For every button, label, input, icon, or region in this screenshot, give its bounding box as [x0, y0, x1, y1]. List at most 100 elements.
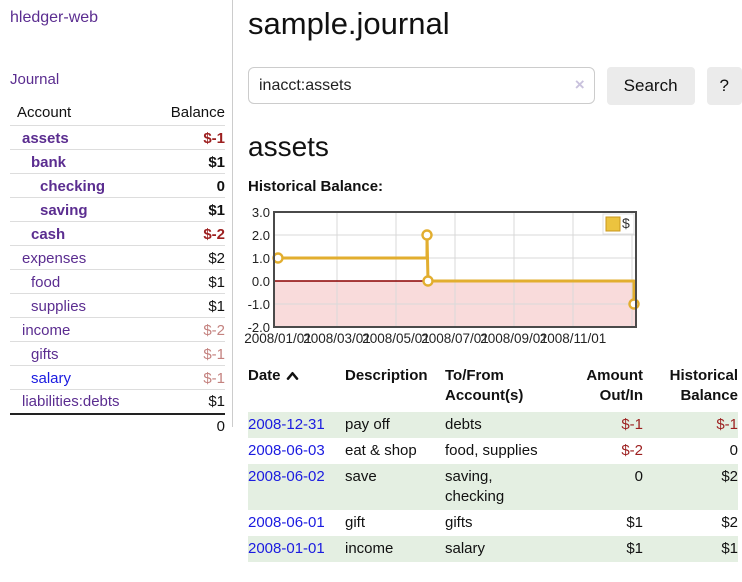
account-link-cash[interactable]: cash: [31, 225, 66, 243]
account-link-expenses[interactable]: expenses: [22, 249, 87, 267]
account-row-income: income $-2: [10, 317, 225, 342]
accounts-total-row: 0: [10, 412, 225, 438]
sidebar-item-journal[interactable]: Journal: [10, 71, 60, 88]
legend-label: $: [622, 215, 630, 231]
account-row-checking: checking 0: [10, 173, 225, 198]
accounts-total-value: 0: [153, 412, 225, 438]
account-link-liabilities-debts[interactable]: liabilities:debts: [22, 393, 120, 411]
account-balance: $1: [153, 269, 225, 294]
header-amount: Amount Out/In: [586, 366, 643, 404]
account-row-gifts: gifts $-1: [10, 341, 225, 366]
account-balance: $-1: [153, 341, 225, 366]
account-link-checking[interactable]: checking: [40, 177, 106, 195]
transaction-row: 2008-06-01 gift gifts $1 $2: [248, 510, 738, 536]
svg-text:0.0: 0.0: [252, 274, 270, 289]
app-brand-link[interactable]: hledger-web: [10, 9, 99, 26]
account-link-saving[interactable]: saving: [40, 201, 88, 219]
svg-text:-2.0: -2.0: [248, 320, 270, 335]
transactions-table: Date Description To/From Account(s) Amou…: [248, 364, 738, 562]
sort-ascending-icon: [286, 371, 298, 380]
legend-swatch: [605, 216, 621, 232]
svg-text:2008/11/01: 2008/11/01: [540, 331, 607, 346]
transaction-date-link[interactable]: 2008-01-01: [248, 539, 325, 557]
transaction-balance: $-1: [716, 415, 738, 433]
transactions-header-row: Date Description To/From Account(s) Amou…: [248, 364, 738, 412]
historical-balance-chart: $ 3.0 2.0 1.0 0.0 -1.0 -2.0 2008/01/01 2…: [244, 204, 742, 354]
help-button[interactable]: ?: [706, 66, 742, 105]
search-form: × Search ?: [248, 66, 742, 105]
account-balance: 0: [153, 173, 225, 198]
svg-text:2.0: 2.0: [252, 228, 270, 243]
sidebar: hledger-web Journal Account Balance asse…: [0, 0, 232, 438]
account-row-saving: saving $1: [10, 197, 225, 222]
chart-legend: $: [602, 213, 635, 235]
account-balance: $-2: [153, 221, 225, 246]
account-balance: $1: [153, 149, 225, 174]
account-balance: $1: [153, 389, 225, 414]
account-link-income[interactable]: income: [22, 321, 71, 339]
svg-text:2008/03/01: 2008/03/01: [303, 331, 371, 346]
header-date-label: Date: [248, 366, 281, 384]
account-balance: $2: [153, 245, 225, 270]
transaction-row: 2008-01-01 income salary $1 $1: [248, 535, 738, 562]
svg-text:-1.0: -1.0: [248, 297, 270, 312]
transaction-balance: 0: [729, 441, 738, 459]
account-row-salary: salary $-1: [10, 365, 225, 390]
account-row-cash: cash $-2: [10, 221, 225, 246]
account-link-supplies[interactable]: supplies: [31, 297, 87, 315]
transaction-date-link[interactable]: 2008-12-31: [248, 415, 325, 433]
transaction-amount: $-1: [621, 415, 643, 433]
account-link-bank[interactable]: bank: [31, 153, 67, 171]
account-row-bank: bank $1: [10, 149, 225, 174]
account-heading: assets: [248, 130, 329, 162]
transaction-amount: $1: [626, 513, 643, 531]
transaction-amount: $1: [626, 539, 643, 557]
account-link-gifts[interactable]: gifts: [31, 345, 59, 363]
account-row-assets: assets $-1: [10, 125, 225, 150]
transaction-accounts: debts: [445, 415, 482, 433]
account-balance: $1: [153, 293, 225, 318]
transaction-date-link[interactable]: 2008-06-03: [248, 441, 325, 459]
account-row-supplies: supplies $1: [10, 293, 225, 318]
clear-search-icon[interactable]: ×: [574, 75, 585, 95]
transaction-accounts: gifts: [445, 513, 473, 531]
account-balance: $-1: [153, 365, 225, 390]
historical-balance-label: Historical Balance:: [248, 177, 384, 195]
search-input-wrap: ×: [248, 67, 595, 105]
search-button[interactable]: Search: [606, 66, 695, 105]
search-input[interactable]: [248, 67, 595, 105]
svg-text:2008/01/01: 2008/01/01: [244, 331, 312, 346]
svg-text:2008/05/01: 2008/05/01: [362, 331, 430, 346]
transaction-amount: 0: [634, 467, 643, 485]
transaction-description: pay off: [345, 415, 390, 433]
x-axis-labels: 2008/01/01 2008/03/01 2008/05/01 2008/07…: [244, 331, 606, 346]
account-link-assets[interactable]: assets: [22, 129, 69, 147]
account-balance: $1: [153, 197, 225, 222]
account-link-salary[interactable]: salary: [31, 369, 72, 387]
account-link-food[interactable]: food: [31, 273, 61, 291]
svg-text:1.0: 1.0: [252, 251, 270, 266]
account-row-food: food $1: [10, 269, 225, 294]
accounts-header-balance: Balance: [170, 104, 225, 121]
transaction-description: save: [345, 467, 377, 485]
header-balance: Historical Balance: [669, 366, 738, 404]
transaction-accounts: food, supplies: [445, 441, 538, 459]
main-content: sample.journal × Search ? assets Histori…: [244, 0, 742, 562]
header-description: Description: [345, 366, 428, 384]
transaction-date-link[interactable]: 2008-06-02: [248, 467, 325, 485]
svg-text:3.0: 3.0: [252, 205, 270, 220]
chart-svg: $ 3.0 2.0 1.0 0.0 -1.0 -2.0 2008/01/01 2…: [244, 205, 640, 346]
accounts-header-row: Account Balance: [10, 102, 225, 126]
accounts-table: Account Balance assets $-1 bank $1 check…: [10, 102, 225, 438]
transaction-balance: $2: [721, 467, 738, 485]
transaction-description: income: [345, 539, 394, 557]
transaction-row: 2008-12-31 pay off debts $-1 $-1: [248, 411, 738, 438]
header-date-sort[interactable]: Date: [248, 364, 345, 412]
transaction-accounts: saving, checking: [445, 467, 505, 505]
transaction-balance: $1: [721, 539, 738, 557]
transaction-description: eat & shop: [345, 441, 417, 459]
svg-text:2008/07/01: 2008/07/01: [421, 331, 489, 346]
account-row-liabilities-debts: liabilities:debts $1: [10, 389, 225, 414]
transaction-date-link[interactable]: 2008-06-01: [248, 513, 325, 531]
transaction-accounts: salary: [445, 539, 486, 557]
